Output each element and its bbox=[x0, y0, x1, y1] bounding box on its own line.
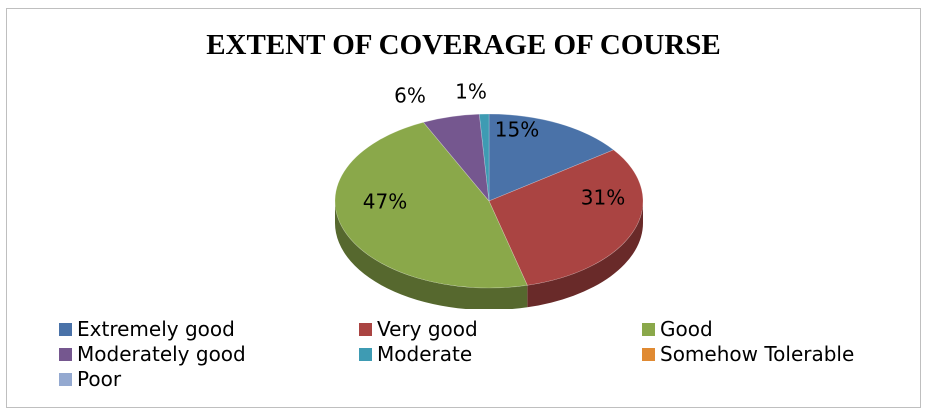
legend-item-moderately-good: Moderately good bbox=[59, 342, 246, 366]
legend-item-good: Good bbox=[642, 317, 713, 341]
pie-slice-moderately-good bbox=[422, 113, 490, 202]
pie-slice-side-good bbox=[335, 201, 528, 309]
pie-slice-moderate bbox=[478, 113, 490, 202]
legend-swatch bbox=[59, 372, 72, 386]
chart-frame: EXTENT OF COVERAGE OF COURSE 15% 31% 47% 6%… bbox=[6, 8, 921, 408]
legend-swatch bbox=[59, 322, 72, 336]
data-label-moderately-good: 6% bbox=[394, 84, 426, 108]
pie-slice-good bbox=[334, 121, 528, 289]
legend-item-somehow-tolerable: Somehow Tolerable bbox=[642, 342, 854, 366]
legend-item-poor: Poor bbox=[59, 367, 121, 391]
legend-label: Good bbox=[660, 317, 713, 341]
legend-swatch bbox=[59, 347, 72, 361]
pie-slice-side-very-good bbox=[527, 201, 643, 308]
data-label-very-good: 31% bbox=[581, 186, 625, 210]
legend-label: Somehow Tolerable bbox=[660, 342, 855, 366]
legend-swatch bbox=[359, 322, 372, 336]
data-label-extremely-good: 15% bbox=[495, 118, 539, 142]
legend-swatch bbox=[642, 347, 655, 361]
legend-label: Extremely good bbox=[77, 317, 235, 341]
data-label-good: 47% bbox=[363, 190, 407, 214]
data-label-moderate: 1% bbox=[455, 80, 487, 104]
legend-item-moderate: Moderate bbox=[359, 342, 472, 366]
pie-slice-very-good bbox=[488, 149, 644, 286]
legend-label: Very good bbox=[377, 317, 478, 341]
legend-label: Moderate bbox=[377, 342, 473, 366]
legend-item-extremely-good: Extremely good bbox=[59, 317, 235, 341]
pie-side-walls bbox=[335, 201, 643, 309]
legend-label: Moderately good bbox=[77, 342, 246, 366]
pie-slice-extremely-good bbox=[488, 113, 615, 202]
legend-swatch bbox=[359, 347, 372, 361]
pie-chart: 15% 31% 47% 6% 1% bbox=[334, 80, 644, 309]
legend-item-very-good: Very good bbox=[359, 317, 478, 341]
legend-swatch bbox=[642, 322, 655, 336]
legend-label: Poor bbox=[77, 367, 122, 391]
chart-title: EXTENT OF COVERAGE OF COURSE bbox=[206, 29, 721, 61]
